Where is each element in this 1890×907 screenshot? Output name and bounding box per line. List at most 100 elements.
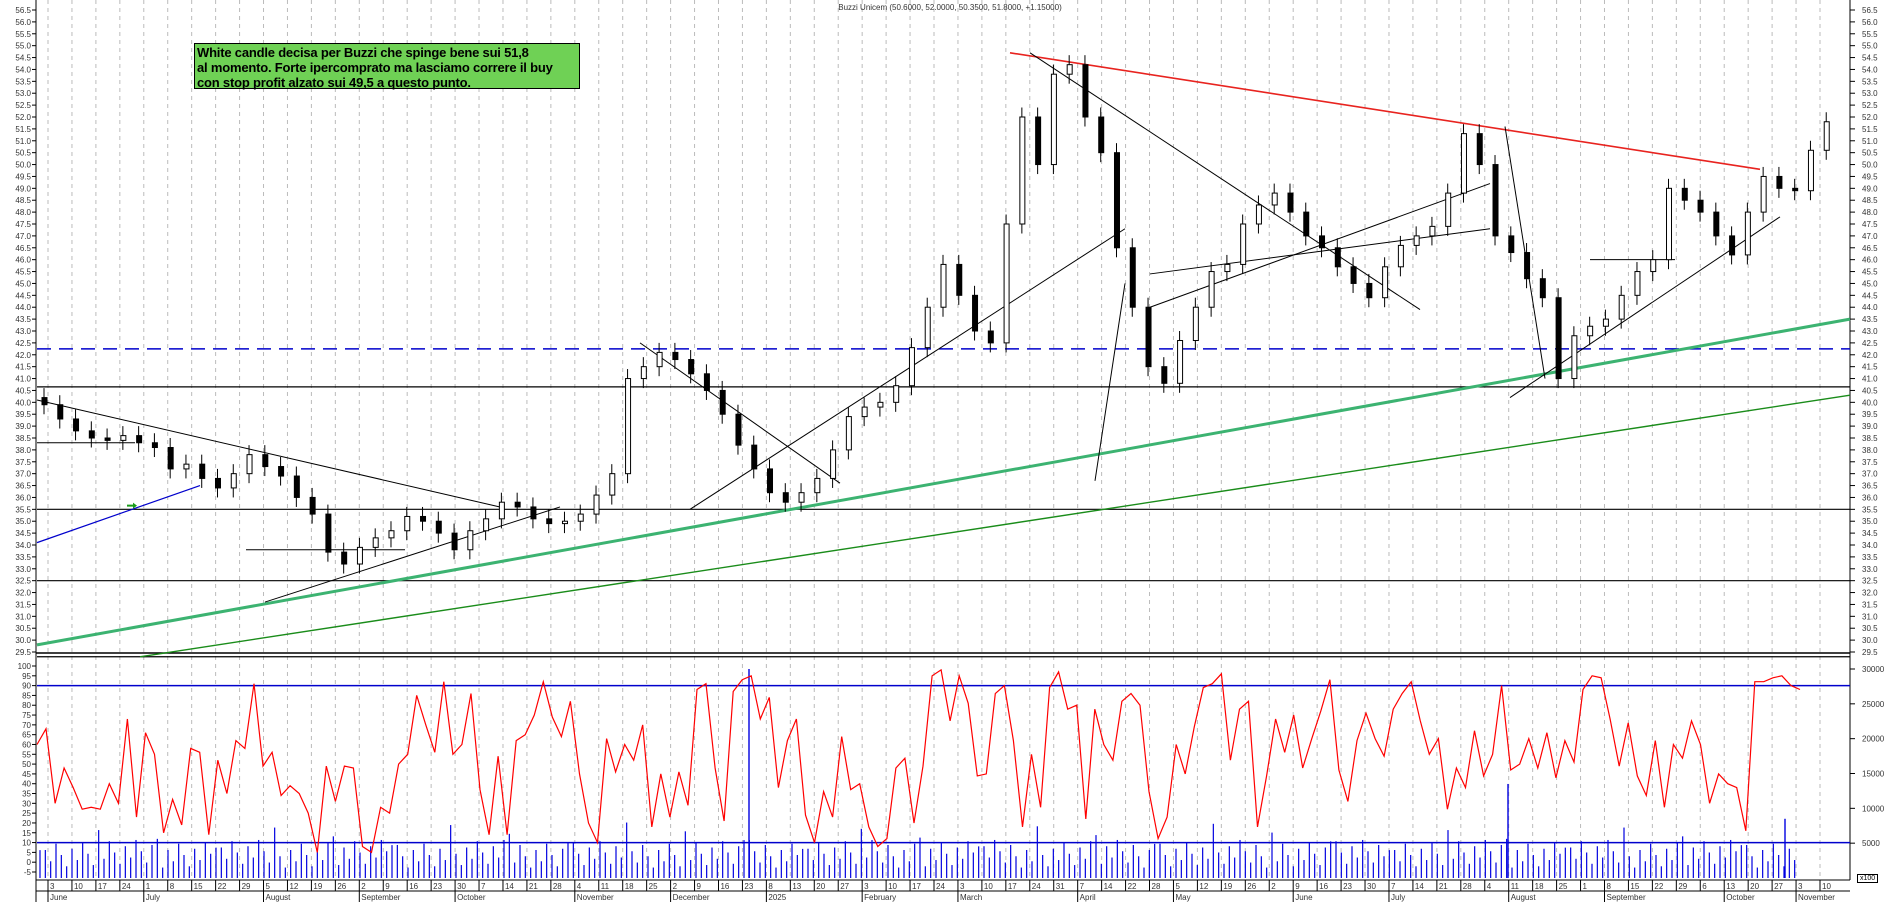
bullish-candle[interactable] xyxy=(924,306,931,349)
bearish-candle[interactable] xyxy=(735,413,742,446)
bullish-candle[interactable] xyxy=(640,366,647,380)
bearish-candle[interactable] xyxy=(1713,211,1720,237)
bullish-candle[interactable] xyxy=(861,406,868,418)
bearish-candle[interactable] xyxy=(325,513,332,553)
bullish-candle[interactable] xyxy=(1571,335,1578,380)
bearish-candle[interactable] xyxy=(1492,164,1499,237)
bullish-candle[interactable] xyxy=(1382,266,1389,299)
bearish-candle[interactable] xyxy=(1129,247,1136,308)
bearish-candle[interactable] xyxy=(1697,199,1704,213)
bearish-candle[interactable] xyxy=(73,418,80,432)
bearish-candle[interactable] xyxy=(1476,133,1483,166)
bearish-candle[interactable] xyxy=(1319,235,1326,249)
bullish-candle[interactable] xyxy=(561,520,568,525)
bullish-candle[interactable] xyxy=(1397,244,1404,268)
blue-trendline[interactable] xyxy=(36,484,201,544)
bullish-candle[interactable] xyxy=(1271,192,1278,206)
bearish-candle[interactable] xyxy=(1287,192,1294,213)
bearish-candle[interactable] xyxy=(41,397,48,406)
bullish-candle[interactable] xyxy=(1050,73,1057,166)
bullish-candle[interactable] xyxy=(1429,225,1436,237)
black-trendline[interactable] xyxy=(1509,216,1781,398)
bearish-candle[interactable] xyxy=(767,468,774,494)
bearish-candle[interactable] xyxy=(1113,152,1120,249)
bullish-candle[interactable] xyxy=(1602,318,1609,327)
bullish-candle[interactable] xyxy=(1208,271,1215,308)
black-trendline[interactable] xyxy=(36,399,501,508)
bearish-candle[interactable] xyxy=(987,330,994,344)
bearish-candle[interactable] xyxy=(972,294,979,332)
bullish-candle[interactable] xyxy=(609,473,616,496)
bullish-candle[interactable] xyxy=(1587,325,1594,337)
bullish-candle[interactable] xyxy=(183,463,190,470)
black-trendline[interactable] xyxy=(1094,283,1126,481)
bullish-candle[interactable] xyxy=(940,263,947,308)
bearish-candle[interactable] xyxy=(1776,175,1783,189)
bullish-candle[interactable] xyxy=(625,378,632,475)
bullish-candle[interactable] xyxy=(1224,263,1231,273)
bullish-candle[interactable] xyxy=(1823,121,1830,151)
green-thick-support-line[interactable] xyxy=(36,317,1851,647)
bearish-candle[interactable] xyxy=(88,430,95,439)
bearish-candle[interactable] xyxy=(214,477,221,489)
bearish-candle[interactable] xyxy=(293,475,300,498)
bearish-candle[interactable] xyxy=(262,454,269,468)
bullish-candle[interactable] xyxy=(830,449,837,479)
bearish-candle[interactable] xyxy=(309,496,316,515)
bearish-candle[interactable] xyxy=(1681,187,1688,201)
bearish-candle[interactable] xyxy=(341,551,348,565)
bullish-candle[interactable] xyxy=(845,416,852,451)
bearish-candle[interactable] xyxy=(751,444,758,470)
bullish-candle[interactable] xyxy=(120,435,127,441)
bearish-candle[interactable] xyxy=(530,506,537,520)
green-thin-support-line[interactable] xyxy=(139,394,1851,658)
bearish-candle[interactable] xyxy=(435,520,442,534)
bullish-candle[interactable] xyxy=(498,501,505,520)
black-trendline[interactable] xyxy=(639,342,841,484)
bullish-candle[interactable] xyxy=(1066,64,1073,75)
oscillator-line[interactable] xyxy=(36,668,1801,854)
bullish-candle[interactable] xyxy=(1618,294,1625,320)
bullish-candle[interactable] xyxy=(388,530,395,539)
bullish-candle[interactable] xyxy=(1177,340,1184,384)
bearish-candle[interactable] xyxy=(1539,278,1546,299)
bullish-candle[interactable] xyxy=(1192,306,1199,342)
bearish-candle[interactable] xyxy=(546,518,553,525)
bearish-candle[interactable] xyxy=(688,359,695,375)
bullish-candle[interactable] xyxy=(230,473,237,489)
bullish-candle[interactable] xyxy=(893,385,900,403)
bearish-candle[interactable] xyxy=(1035,116,1042,166)
bearish-candle[interactable] xyxy=(104,437,111,441)
bullish-candle[interactable] xyxy=(1807,149,1814,192)
bullish-candle[interactable] xyxy=(404,515,411,532)
bullish-candle[interactable] xyxy=(1650,259,1657,273)
bullish-candle[interactable] xyxy=(577,513,584,522)
bearish-candle[interactable] xyxy=(1792,187,1799,192)
bearish-candle[interactable] xyxy=(151,442,158,449)
bullish-candle[interactable] xyxy=(356,546,363,565)
bearish-candle[interactable] xyxy=(1161,366,1168,384)
bearish-candle[interactable] xyxy=(167,447,174,470)
bullish-candle[interactable] xyxy=(1460,133,1467,194)
analysis-note[interactable]: White candle decisa per Buzzi che spinge… xyxy=(194,43,580,90)
bullish-candle[interactable] xyxy=(1240,223,1247,265)
bullish-candle[interactable] xyxy=(1760,175,1767,213)
bullish-candle[interactable] xyxy=(1003,223,1010,344)
bullish-candle[interactable] xyxy=(467,530,474,551)
bearish-candle[interactable] xyxy=(199,463,206,479)
bullish-candle[interactable] xyxy=(372,537,379,548)
bullish-candle[interactable] xyxy=(877,401,884,408)
bullish-candle[interactable] xyxy=(814,477,821,494)
bearish-candle[interactable] xyxy=(1082,64,1089,118)
bearish-candle[interactable] xyxy=(420,515,427,522)
bullish-candle[interactable] xyxy=(246,454,253,475)
bullish-candle[interactable] xyxy=(1019,116,1026,225)
black-trendline[interactable] xyxy=(264,506,561,603)
bearish-candle[interactable] xyxy=(1145,306,1152,368)
bearish-candle[interactable] xyxy=(1334,247,1341,268)
bearish-candle[interactable] xyxy=(514,501,521,508)
bearish-candle[interactable] xyxy=(782,492,789,503)
bearish-candle[interactable] xyxy=(672,351,679,361)
bearish-candle[interactable] xyxy=(1729,235,1736,256)
